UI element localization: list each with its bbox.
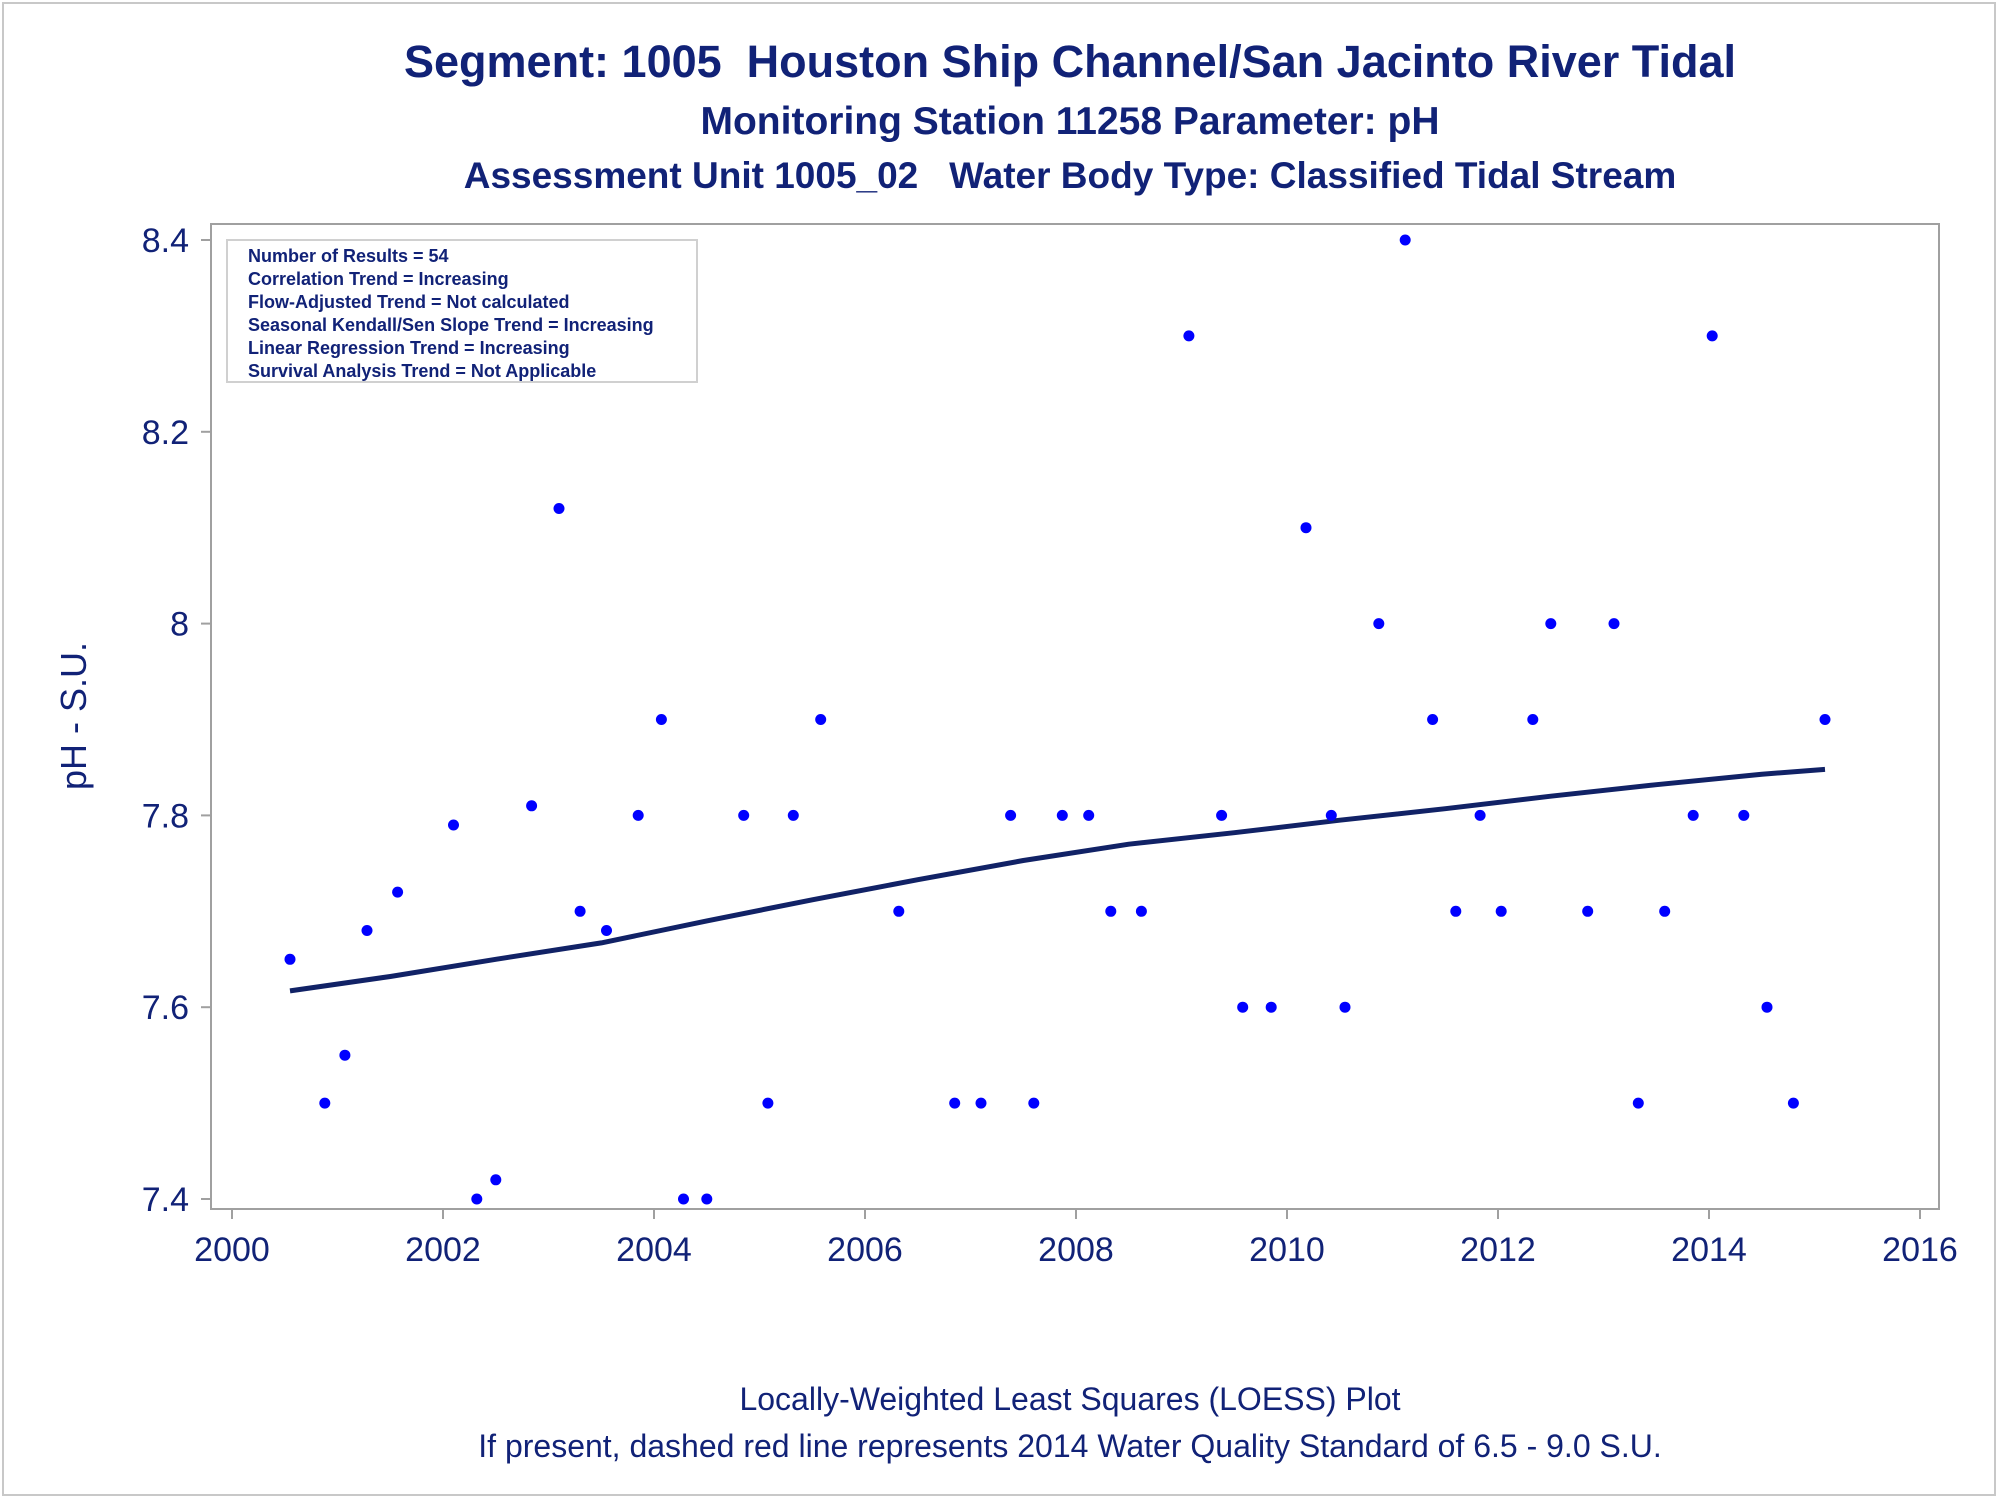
data-point xyxy=(1083,809,1095,821)
data-point xyxy=(1582,905,1594,917)
data-point xyxy=(1216,809,1228,821)
data-point xyxy=(1738,809,1750,821)
stat-seasonal-kendall-trend: Seasonal Kendall/Sen Slope Trend = Incre… xyxy=(248,315,654,335)
data-point xyxy=(1105,905,1117,917)
data-point xyxy=(448,819,459,831)
y-tick-label: 8 xyxy=(170,606,189,644)
x-tick-label: 2000 xyxy=(194,1231,270,1269)
data-point xyxy=(526,800,538,812)
data-point xyxy=(1005,809,1017,821)
data-point xyxy=(1056,809,1068,821)
data-point xyxy=(339,1049,351,1061)
data-point xyxy=(1632,1097,1644,1109)
data-point xyxy=(1495,905,1507,917)
chart-subtitle-2: Assessment Unit 1005_02 Water Body Type:… xyxy=(463,155,1677,196)
data-point xyxy=(787,809,799,821)
footnote-loess: Locally-Weighted Least Squares (LOESS) P… xyxy=(739,1381,1401,1417)
data-point xyxy=(601,925,612,936)
data-point xyxy=(1761,1001,1773,1013)
x-tick-label: 2010 xyxy=(1249,1231,1325,1269)
data-point xyxy=(1819,714,1831,725)
data-points xyxy=(284,234,1831,1205)
data-point xyxy=(975,1097,987,1109)
y-tick-label: 7.4 xyxy=(142,1181,189,1219)
stat-correlation-trend: Correlation Trend = Increasing xyxy=(248,269,509,289)
x-tick-label: 2014 xyxy=(1671,1231,1747,1269)
footnote-standard: If present, dashed red line represents 2… xyxy=(478,1428,1662,1464)
data-point xyxy=(678,1193,689,1205)
trend-line-group xyxy=(289,766,1826,994)
data-point xyxy=(632,809,644,821)
data-point xyxy=(361,925,373,936)
data-point xyxy=(1787,1097,1799,1109)
data-point xyxy=(701,1193,713,1205)
data-point xyxy=(1300,522,1312,534)
data-point xyxy=(1339,1001,1351,1013)
data-point xyxy=(1687,809,1699,821)
data-point xyxy=(1450,905,1462,917)
axes: 2000 2002 2004 2006 2008 2010 2012 2014 2016 7.4 7… xyxy=(142,222,1958,1269)
y-tick-label: 8.4 xyxy=(142,222,189,260)
y-tick-label: 8.2 xyxy=(142,414,189,452)
data-point xyxy=(1474,809,1486,821)
x-tick-label: 2004 xyxy=(616,1231,692,1269)
loess-trend-line xyxy=(289,766,1826,994)
x-tick-label: 2002 xyxy=(405,1231,481,1269)
y-tick-label: 7.8 xyxy=(142,797,189,835)
x-tick-label: 2008 xyxy=(1038,1231,1114,1269)
chart-title: Segment: 1005 Houston Ship Channel/San J… xyxy=(404,36,1736,87)
x-tick-label: 2016 xyxy=(1882,1231,1958,1269)
data-point xyxy=(1183,330,1195,342)
data-point xyxy=(553,503,565,514)
stat-flow-adjusted-trend: Flow-Adjusted Trend = Not calculated xyxy=(248,292,570,312)
data-point xyxy=(893,905,905,917)
data-point xyxy=(574,905,586,917)
data-point xyxy=(738,809,750,821)
data-point xyxy=(1545,618,1557,630)
data-point xyxy=(1373,618,1385,630)
data-point xyxy=(1527,714,1539,725)
data-point xyxy=(1265,1001,1277,1013)
y-tick-label: 7.6 xyxy=(142,989,189,1027)
y-axis-title: pH - S.U. xyxy=(53,642,94,790)
data-point xyxy=(1608,618,1620,630)
data-point xyxy=(762,1097,774,1109)
data-point xyxy=(319,1097,331,1109)
data-point xyxy=(949,1097,961,1109)
data-point xyxy=(1237,1001,1249,1013)
data-point xyxy=(284,953,296,965)
stat-linear-regression-trend: Linear Regression Trend = Increasing xyxy=(248,338,570,358)
data-point xyxy=(471,1193,483,1205)
data-point xyxy=(1399,234,1411,246)
x-tick-label: 2012 xyxy=(1460,1231,1536,1269)
data-point xyxy=(815,714,827,725)
x-tick-label: 2006 xyxy=(827,1231,903,1269)
data-point xyxy=(655,714,667,725)
stat-number-of-results: Number of Results = 54 xyxy=(248,246,449,266)
data-point xyxy=(1659,905,1671,917)
data-point xyxy=(1135,905,1147,917)
data-point xyxy=(1028,1097,1040,1109)
data-point xyxy=(1427,714,1439,725)
data-point xyxy=(1706,330,1718,342)
data-point xyxy=(392,886,404,898)
data-point xyxy=(1325,809,1337,821)
stat-survival-analysis-trend: Survival Analysis Trend = Not Applicable xyxy=(248,361,597,381)
stats-box: Number of Results = 54 Correlation Trend… xyxy=(226,239,698,383)
data-point xyxy=(490,1174,502,1186)
chart-subtitle: Monitoring Station 11258 Parameter: pH xyxy=(700,100,1440,143)
